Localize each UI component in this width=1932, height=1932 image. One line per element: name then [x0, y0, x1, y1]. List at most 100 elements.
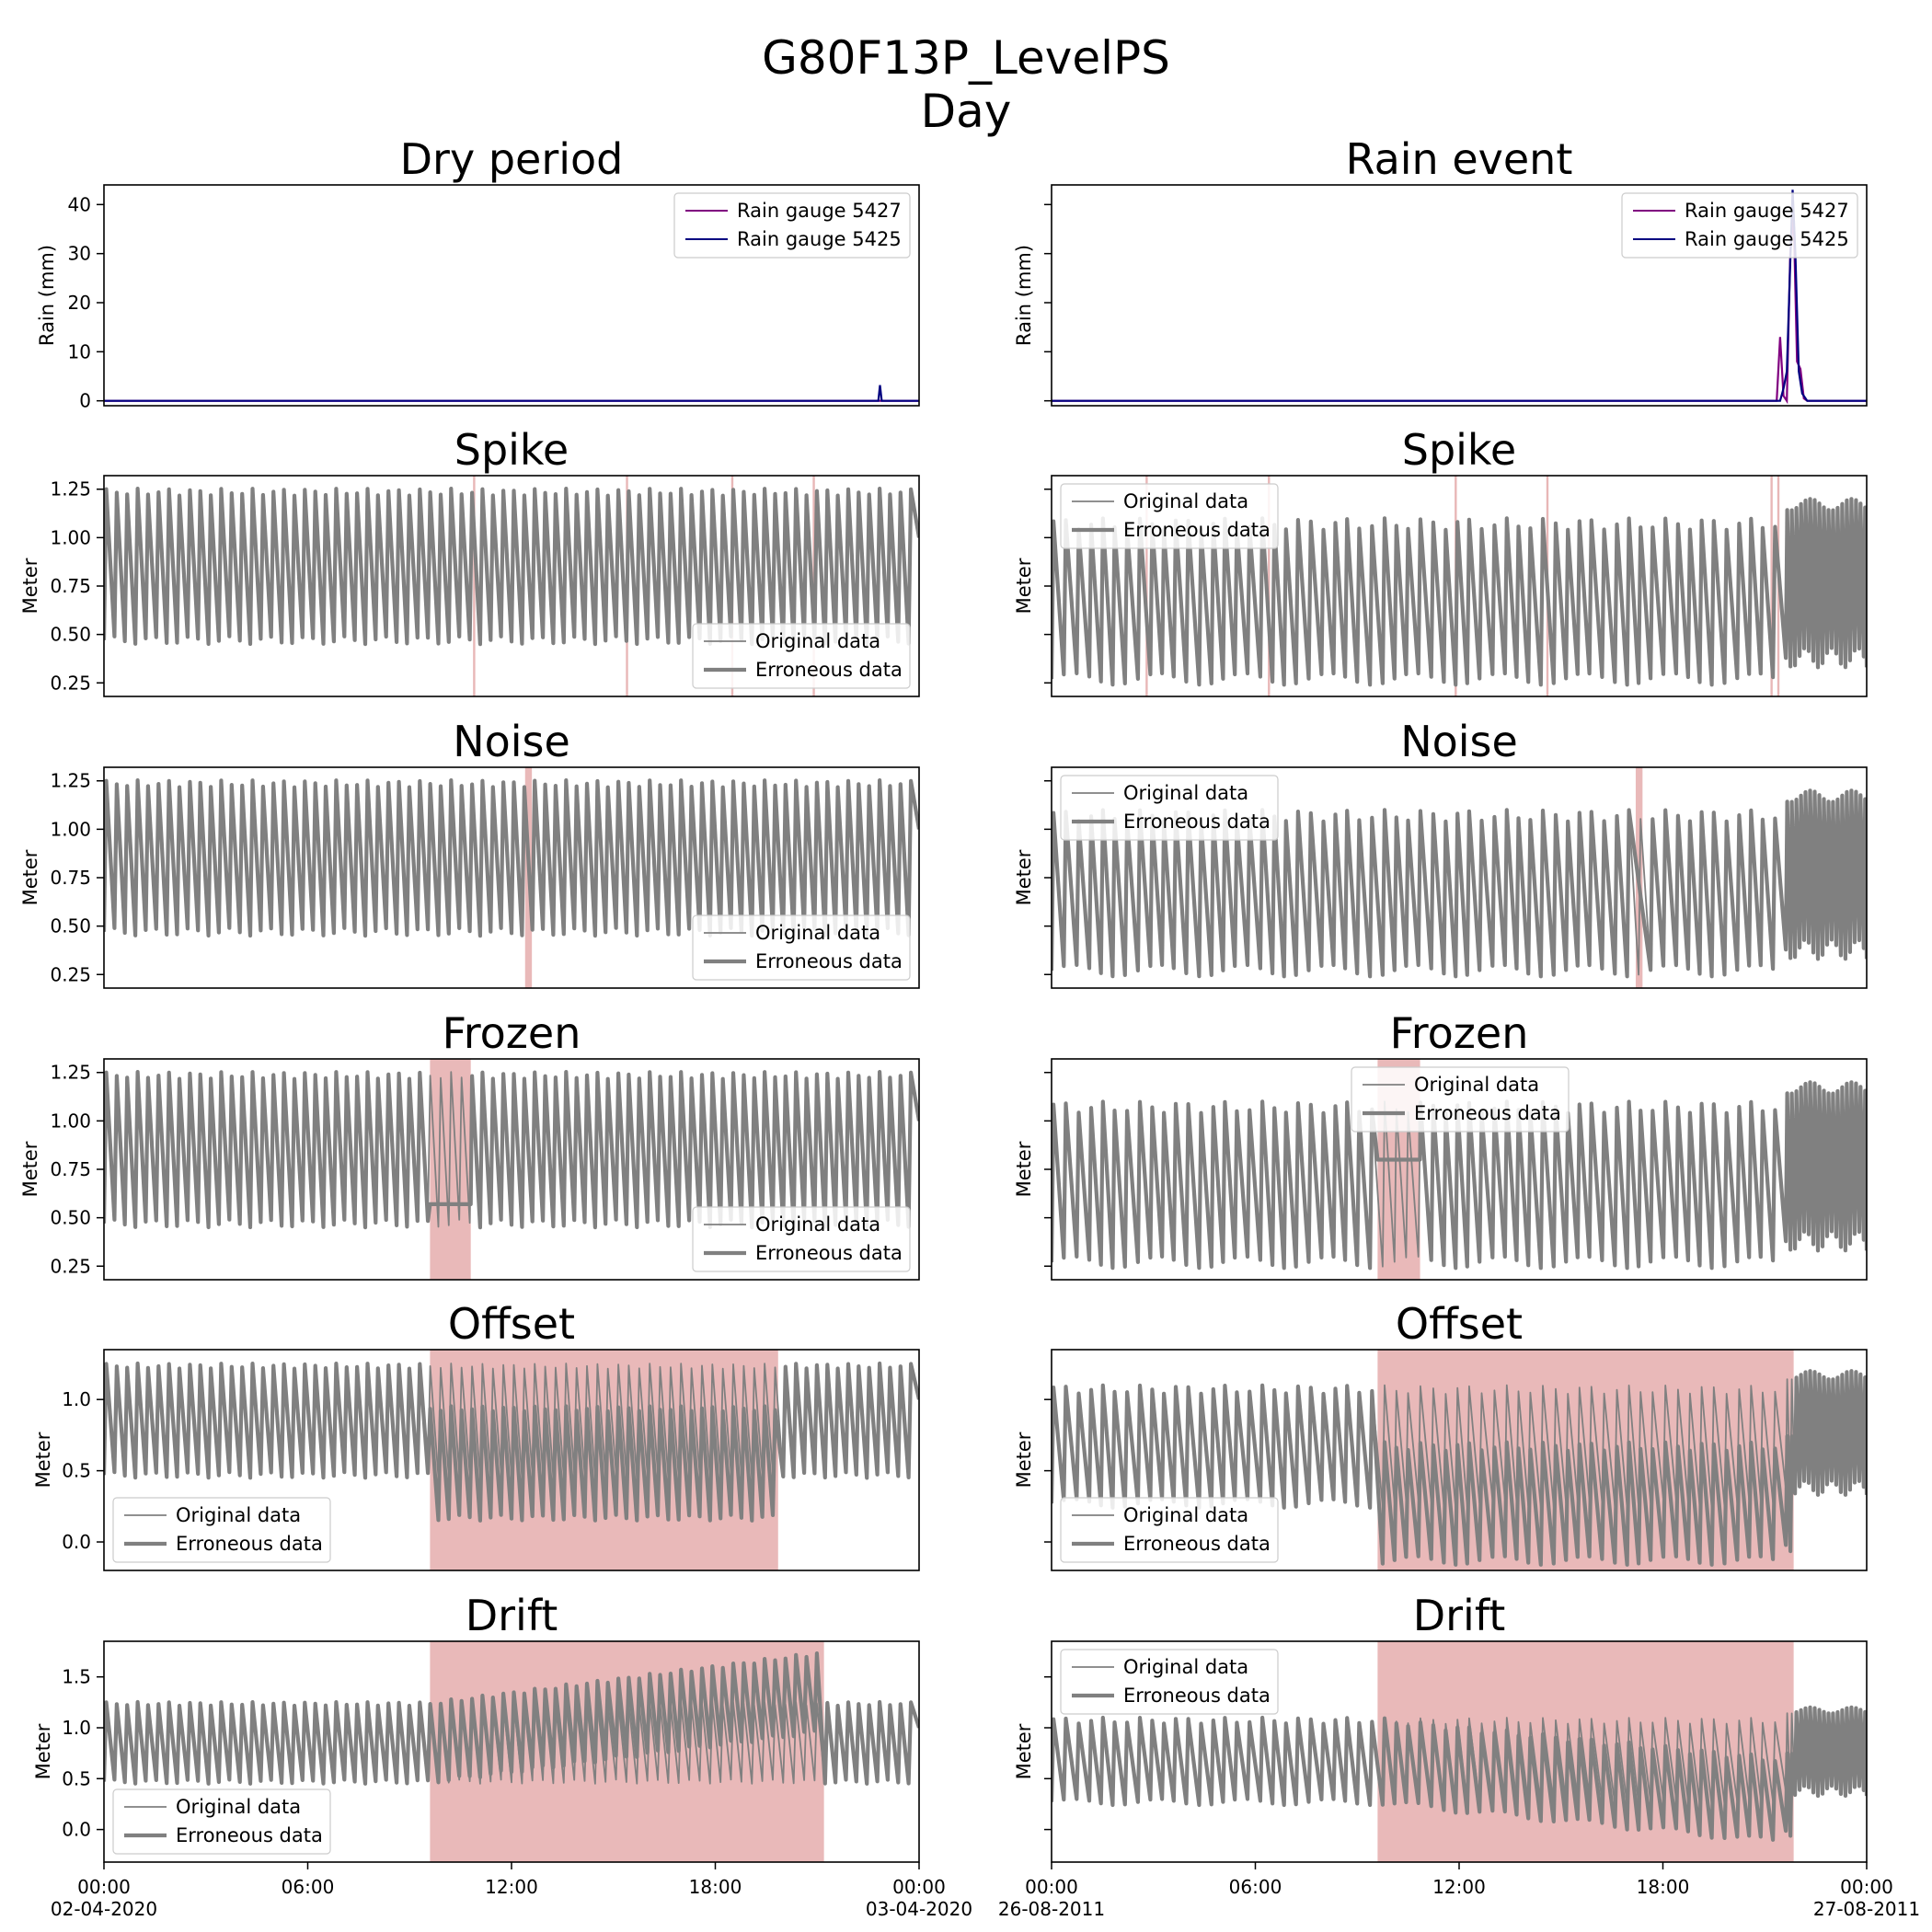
legend-entry: Erroneous data	[176, 1824, 323, 1846]
legend-entry: Erroneous data	[1414, 1102, 1561, 1124]
y-tick-label: 0.75	[50, 867, 91, 889]
axes-frame	[103, 184, 920, 407]
panel-frozen-rain: Frozen Meter Original data Erroneous data	[1013, 1008, 1868, 1281]
y-tick-label: 0.50	[50, 624, 91, 646]
original-data-line	[1052, 1081, 1867, 1270]
panel-title: Drift	[1413, 1591, 1506, 1640]
legend-box	[673, 192, 911, 259]
y-tick-label: 1.0	[62, 1717, 91, 1739]
y-tick-label: 20	[68, 292, 91, 314]
y-axis-label: Meter	[1013, 1723, 1035, 1779]
legend-entry: Original data	[176, 1796, 301, 1818]
y-tick-label: 0.25	[50, 963, 91, 985]
series-line	[1052, 190, 1867, 402]
panel-title: Offset	[1396, 1299, 1523, 1349]
y-tick-label: 0.25	[50, 1255, 91, 1277]
legend-box	[1060, 1497, 1279, 1563]
y-tick-label: 10	[68, 340, 91, 362]
x-tick-label: 00:00	[892, 1876, 946, 1898]
y-tick-label: 0.75	[50, 575, 91, 597]
y-axis-label: Meter	[1013, 849, 1035, 905]
panel-drift-rain: Drift Meter 00:00 26-08-2011 06:00 12:00 18:00…	[998, 1591, 1920, 1920]
panel-frozen-dry: Frozen 0.25 0.50 0.75 1.00 1.25 Meter Original …	[19, 1008, 920, 1281]
y-axis-label: Meter	[1013, 558, 1035, 614]
y-tick-label: 30	[68, 243, 91, 265]
legend-entry: Original data	[755, 630, 880, 652]
panel-drift-dry: Drift0.00.51.01.5Meter00:0002-04-202006:…	[32, 1591, 972, 1920]
x-tick-label: 27-08-2011	[1813, 1898, 1920, 1920]
series-line	[104, 385, 919, 402]
y-tick-label: 0.0	[62, 1819, 91, 1841]
panel-rain-event: Rain event Rain (mm) Rain gauge 5427 Rain g…	[1013, 134, 1868, 407]
legend-entry: Erroneous data	[1123, 519, 1271, 541]
y-tick-label: 1.25	[50, 1062, 91, 1084]
legend-entry: Original data	[176, 1504, 301, 1526]
legend-entry: Rain gauge 5427	[1685, 200, 1849, 222]
y-tick-label: 0.50	[50, 1207, 91, 1229]
legend-box	[112, 1788, 331, 1855]
y-axis-label: Meter	[19, 558, 41, 614]
panel-noise-rain: Noise Meter Original data Erroneous data	[1013, 717, 1868, 989]
legend-box	[692, 623, 911, 689]
legend-box	[1060, 1649, 1279, 1715]
x-tick-label: 00:00	[77, 1876, 131, 1898]
x-tick-label: 18:00	[689, 1876, 742, 1898]
legend-entry: Erroneous data	[1123, 1685, 1271, 1707]
x-tick-label: 26-08-2011	[998, 1898, 1105, 1920]
y-tick-label: 0.5	[62, 1460, 91, 1482]
panel-title: Rain event	[1346, 134, 1573, 184]
axes-frame	[1051, 184, 1868, 407]
x-tick-label: 06:00	[1229, 1876, 1282, 1898]
legend-box	[1060, 775, 1279, 841]
legend-box	[692, 1206, 911, 1272]
legend-entry: Erroneous data	[176, 1533, 323, 1555]
panel-title: Noise	[453, 717, 570, 766]
panel-noise-dry: Noise 0.25 0.50 0.75 1.00 1.25 Meter Original d…	[19, 717, 920, 989]
y-tick-label: 1.00	[50, 1110, 91, 1132]
y-axis-label: Rain (mm)	[1013, 245, 1035, 346]
axes-frame	[1051, 1349, 1868, 1571]
y-axis-label: Meter	[1013, 1432, 1035, 1488]
y-axis-label: Meter	[32, 1723, 54, 1779]
x-tick-label: 02-04-2020	[51, 1898, 157, 1920]
y-tick-label: 0.25	[50, 672, 91, 694]
legend-entry: Original data	[1123, 1656, 1248, 1678]
original-data-line	[1052, 498, 1867, 686]
x-tick-label: 00:00	[1840, 1876, 1893, 1898]
error-span	[1770, 476, 1773, 696]
legend-box	[112, 1497, 331, 1563]
y-tick-label: 0.75	[50, 1158, 91, 1180]
legend-entry: Erroneous data	[1123, 811, 1271, 833]
y-tick-label: 0	[79, 390, 91, 412]
y-tick-label: 1.00	[50, 818, 91, 840]
legend-entry: Original data	[1123, 1504, 1248, 1526]
panel-title: Dry period	[400, 134, 624, 184]
y-axis-label: Meter	[19, 849, 41, 905]
legend-entry: Erroneous data	[755, 659, 903, 681]
y-axis-label: Meter	[1013, 1141, 1035, 1197]
y-tick-label: 40	[68, 193, 91, 215]
x-tick-label: 03-04-2020	[866, 1898, 972, 1920]
panel-spike-rain: Spike Meter Original data Erroneous data	[1013, 425, 1868, 697]
legend-entry: Erroneous data	[755, 1242, 903, 1264]
legend-entry: Erroneous data	[1123, 1533, 1271, 1555]
panel-title: Drift	[466, 1591, 558, 1640]
figure-title-line2: Day	[921, 85, 1012, 138]
y-tick-label: 1.25	[50, 770, 91, 792]
legend-entry: Rain gauge 5425	[1685, 228, 1849, 250]
panel-title: Spike	[1402, 425, 1516, 475]
x-tick-label: 18:00	[1637, 1876, 1690, 1898]
y-tick-label: 0.5	[62, 1767, 91, 1789]
panel-title: Spike	[454, 425, 569, 475]
y-tick-label: 1.0	[62, 1388, 91, 1410]
panel-offset-dry: Offset 0.0 0.5 1.0 Meter Original data Erroneo…	[32, 1299, 920, 1571]
panel-offset-rain: Offset Meter Original data Erroneous data	[1013, 1299, 1868, 1571]
x-tick-label: 12:00	[1432, 1876, 1486, 1898]
legend-entry: Original data	[755, 922, 880, 944]
panel-title: Noise	[1400, 717, 1518, 766]
original-data-line	[104, 1363, 919, 1479]
error-span	[1268, 476, 1271, 696]
legend-box	[1060, 483, 1279, 549]
error-span	[473, 476, 476, 696]
